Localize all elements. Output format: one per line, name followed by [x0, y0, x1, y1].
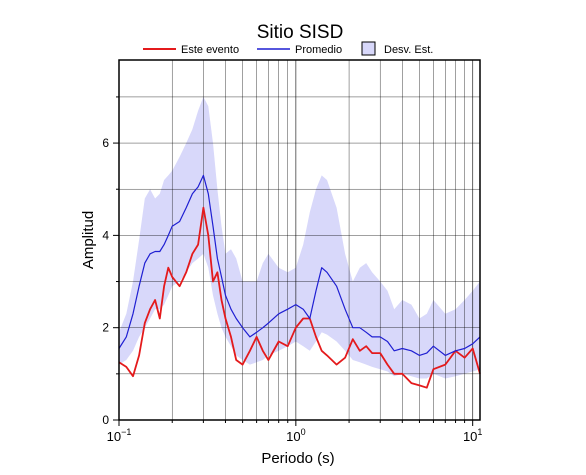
x-tick-label: 101 [463, 427, 482, 444]
plot-frame [118, 59, 481, 421]
legend-mean-label: Promedio [295, 44, 342, 56]
series-mean-line [118, 174, 481, 356]
y-tick-label: 0 [102, 413, 109, 427]
legend: Este evento Promedio Desv. Est. [143, 41, 433, 56]
series-event-line [118, 206, 481, 389]
y-tick-label: 4 [102, 228, 109, 242]
x-tick-label: 100 [286, 427, 305, 444]
x-tick-label: 10−1 [107, 427, 132, 444]
y-tick-label: 2 [102, 321, 109, 335]
legend-event-label: Este evento [181, 44, 239, 56]
std-band [119, 96, 480, 379]
plot-area: 0 2 4 6 10−1 100 101 [102, 59, 482, 444]
y-tick-label: 6 [102, 136, 109, 150]
legend-std-swatch [361, 41, 376, 56]
chart-title: Sitio SISD [257, 22, 344, 43]
x-axis-label: Periodo (s) [261, 450, 334, 467]
legend-std-label: Desv. Est. [384, 44, 433, 56]
y-axis-label: Amplitud [80, 211, 97, 269]
